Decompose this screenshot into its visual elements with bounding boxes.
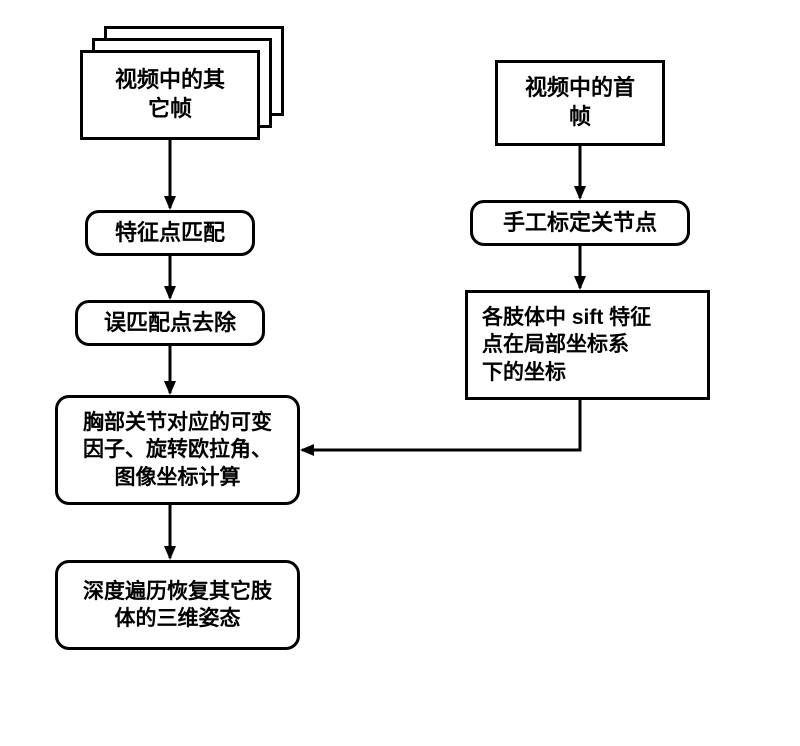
arrow-7	[302, 400, 580, 450]
other-frames-label: 视频中的其它帧	[115, 66, 225, 123]
chest-calc-box: 胸部关节对应的可变因子、旋转欧拉角、图像坐标计算	[55, 395, 300, 505]
manual-calib-label: 手工标定关节点	[503, 209, 657, 238]
feature-match-label: 特征点匹配	[115, 219, 225, 248]
first-frame-label: 视频中的首帧	[525, 74, 635, 131]
first-frame-box: 视频中的首帧	[495, 60, 665, 146]
sift-coords-box: 各肢体中 sift 特征点在局部坐标系下的坐标	[465, 290, 710, 400]
other-frames-box: 视频中的其它帧	[80, 50, 260, 140]
manual-calib-box: 手工标定关节点	[470, 200, 690, 246]
chest-calc-label: 胸部关节对应的可变因子、旋转欧拉角、图像坐标计算	[83, 409, 272, 491]
mismatch-remove-box: 误匹配点去除	[75, 300, 265, 346]
depth-traverse-box: 深度遍历恢复其它肢体的三维姿态	[55, 560, 300, 650]
feature-match-box: 特征点匹配	[85, 210, 255, 256]
depth-traverse-label: 深度遍历恢复其它肢体的三维姿态	[83, 578, 272, 633]
mismatch-remove-label: 误匹配点去除	[104, 309, 236, 338]
sift-coords-label: 各肢体中 sift 特征点在局部坐标系下的坐标	[482, 304, 651, 386]
